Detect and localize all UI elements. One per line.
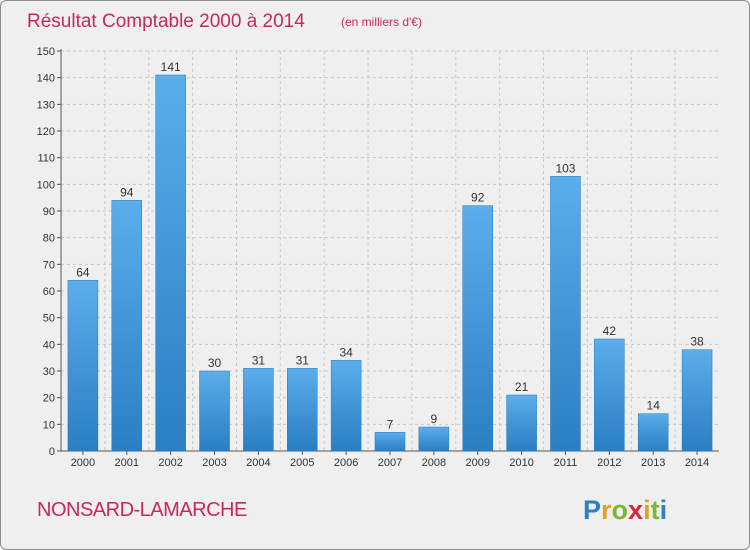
x-tick-label: 2000 — [71, 457, 95, 469]
x-tick-label: 2011 — [554, 457, 578, 469]
x-tick-label: 2010 — [509, 457, 533, 469]
y-tick-label: 40 — [43, 339, 55, 351]
logo-letter: P — [583, 495, 601, 525]
bar-2008 — [418, 426, 450, 452]
y-tick-label: 120 — [37, 126, 55, 138]
x-tick-label: 2009 — [465, 457, 489, 469]
value-label: 42 — [603, 324, 617, 338]
y-tick-label: 60 — [43, 286, 55, 298]
bar-2006 — [330, 360, 362, 452]
y-tick-label: 30 — [43, 366, 55, 378]
value-label: 38 — [690, 335, 704, 349]
bar-2010 — [506, 394, 537, 452]
bar-2002 — [155, 74, 186, 452]
logo-letter: x — [628, 495, 643, 525]
value-label: 64 — [76, 265, 90, 279]
x-tick-label: 2008 — [422, 457, 446, 469]
value-label: 31 — [296, 353, 310, 367]
y-tick-label: 140 — [37, 73, 55, 85]
y-tick-label: 90 — [43, 206, 55, 218]
town-name: NONSARD-LAMARCHE — [37, 499, 247, 521]
bar-2009 — [462, 205, 493, 452]
value-label: 31 — [252, 353, 266, 367]
bar-2014 — [681, 349, 713, 452]
y-tick-label: 130 — [37, 99, 55, 111]
value-label: 7 — [387, 417, 394, 431]
value-label: 9 — [431, 412, 438, 426]
x-tick-label: 2001 — [115, 457, 139, 469]
logo-letter: i — [643, 495, 651, 525]
y-tick-label: 10 — [43, 419, 55, 431]
value-label: 141 — [161, 60, 181, 74]
x-tick-label: 2012 — [597, 457, 621, 469]
logo-letter: i — [660, 495, 668, 525]
bar-2005 — [287, 368, 318, 452]
x-tick-label: 2014 — [685, 457, 709, 469]
x-tick-label: 2002 — [158, 457, 182, 469]
proxiti-logo: Proxiti — [583, 495, 667, 525]
value-label: 94 — [120, 185, 134, 199]
y-tick-label: 50 — [43, 313, 55, 325]
chart-subtitle: (en milliers d'€) — [341, 15, 422, 29]
y-tick-label: 100 — [37, 179, 55, 191]
bar-2011 — [550, 176, 581, 452]
bar-2004 — [243, 368, 274, 452]
value-label: 34 — [339, 345, 353, 359]
bar-2003 — [199, 370, 230, 452]
x-tick-label: 2007 — [378, 457, 402, 469]
logo-letter: r — [601, 495, 612, 525]
value-label: 14 — [647, 399, 661, 413]
value-label: 103 — [555, 161, 575, 175]
y-tick-label: 150 — [37, 46, 55, 58]
bar-2001 — [111, 200, 143, 452]
y-tick-label: 110 — [37, 153, 55, 165]
chart-title: Résultat Comptable 2000 à 2014 — [27, 11, 305, 32]
x-tick-label: 2006 — [334, 457, 358, 469]
x-tick-label: 2013 — [641, 457, 665, 469]
value-label: 21 — [515, 380, 529, 394]
axis-layer: 0 10 20 30 40 50 60 70 80 90 100 110 120 130 140 150 200… — [37, 46, 719, 469]
x-tick-label: 2004 — [246, 457, 270, 469]
bar-layer: 64 94 141 30 31 31 34 7 9 92 21 103 42 14 38 — [67, 60, 713, 452]
value-label: 92 — [471, 191, 485, 205]
bar-2007 — [374, 432, 406, 452]
bar-2013 — [637, 413, 669, 452]
y-tick-label: 80 — [43, 233, 55, 245]
y-tick-label: 70 — [43, 259, 55, 271]
bar-2012 — [594, 338, 625, 452]
y-tick-label: 0 — [49, 446, 55, 458]
x-tick-label: 2003 — [202, 457, 226, 469]
x-tick-label: 2005 — [290, 457, 314, 469]
value-label: 30 — [208, 356, 222, 370]
y-tick-label: 20 — [43, 393, 55, 405]
bar-2000 — [67, 280, 99, 452]
logo-letter: t — [651, 495, 660, 525]
logo-letter: o — [612, 495, 629, 525]
